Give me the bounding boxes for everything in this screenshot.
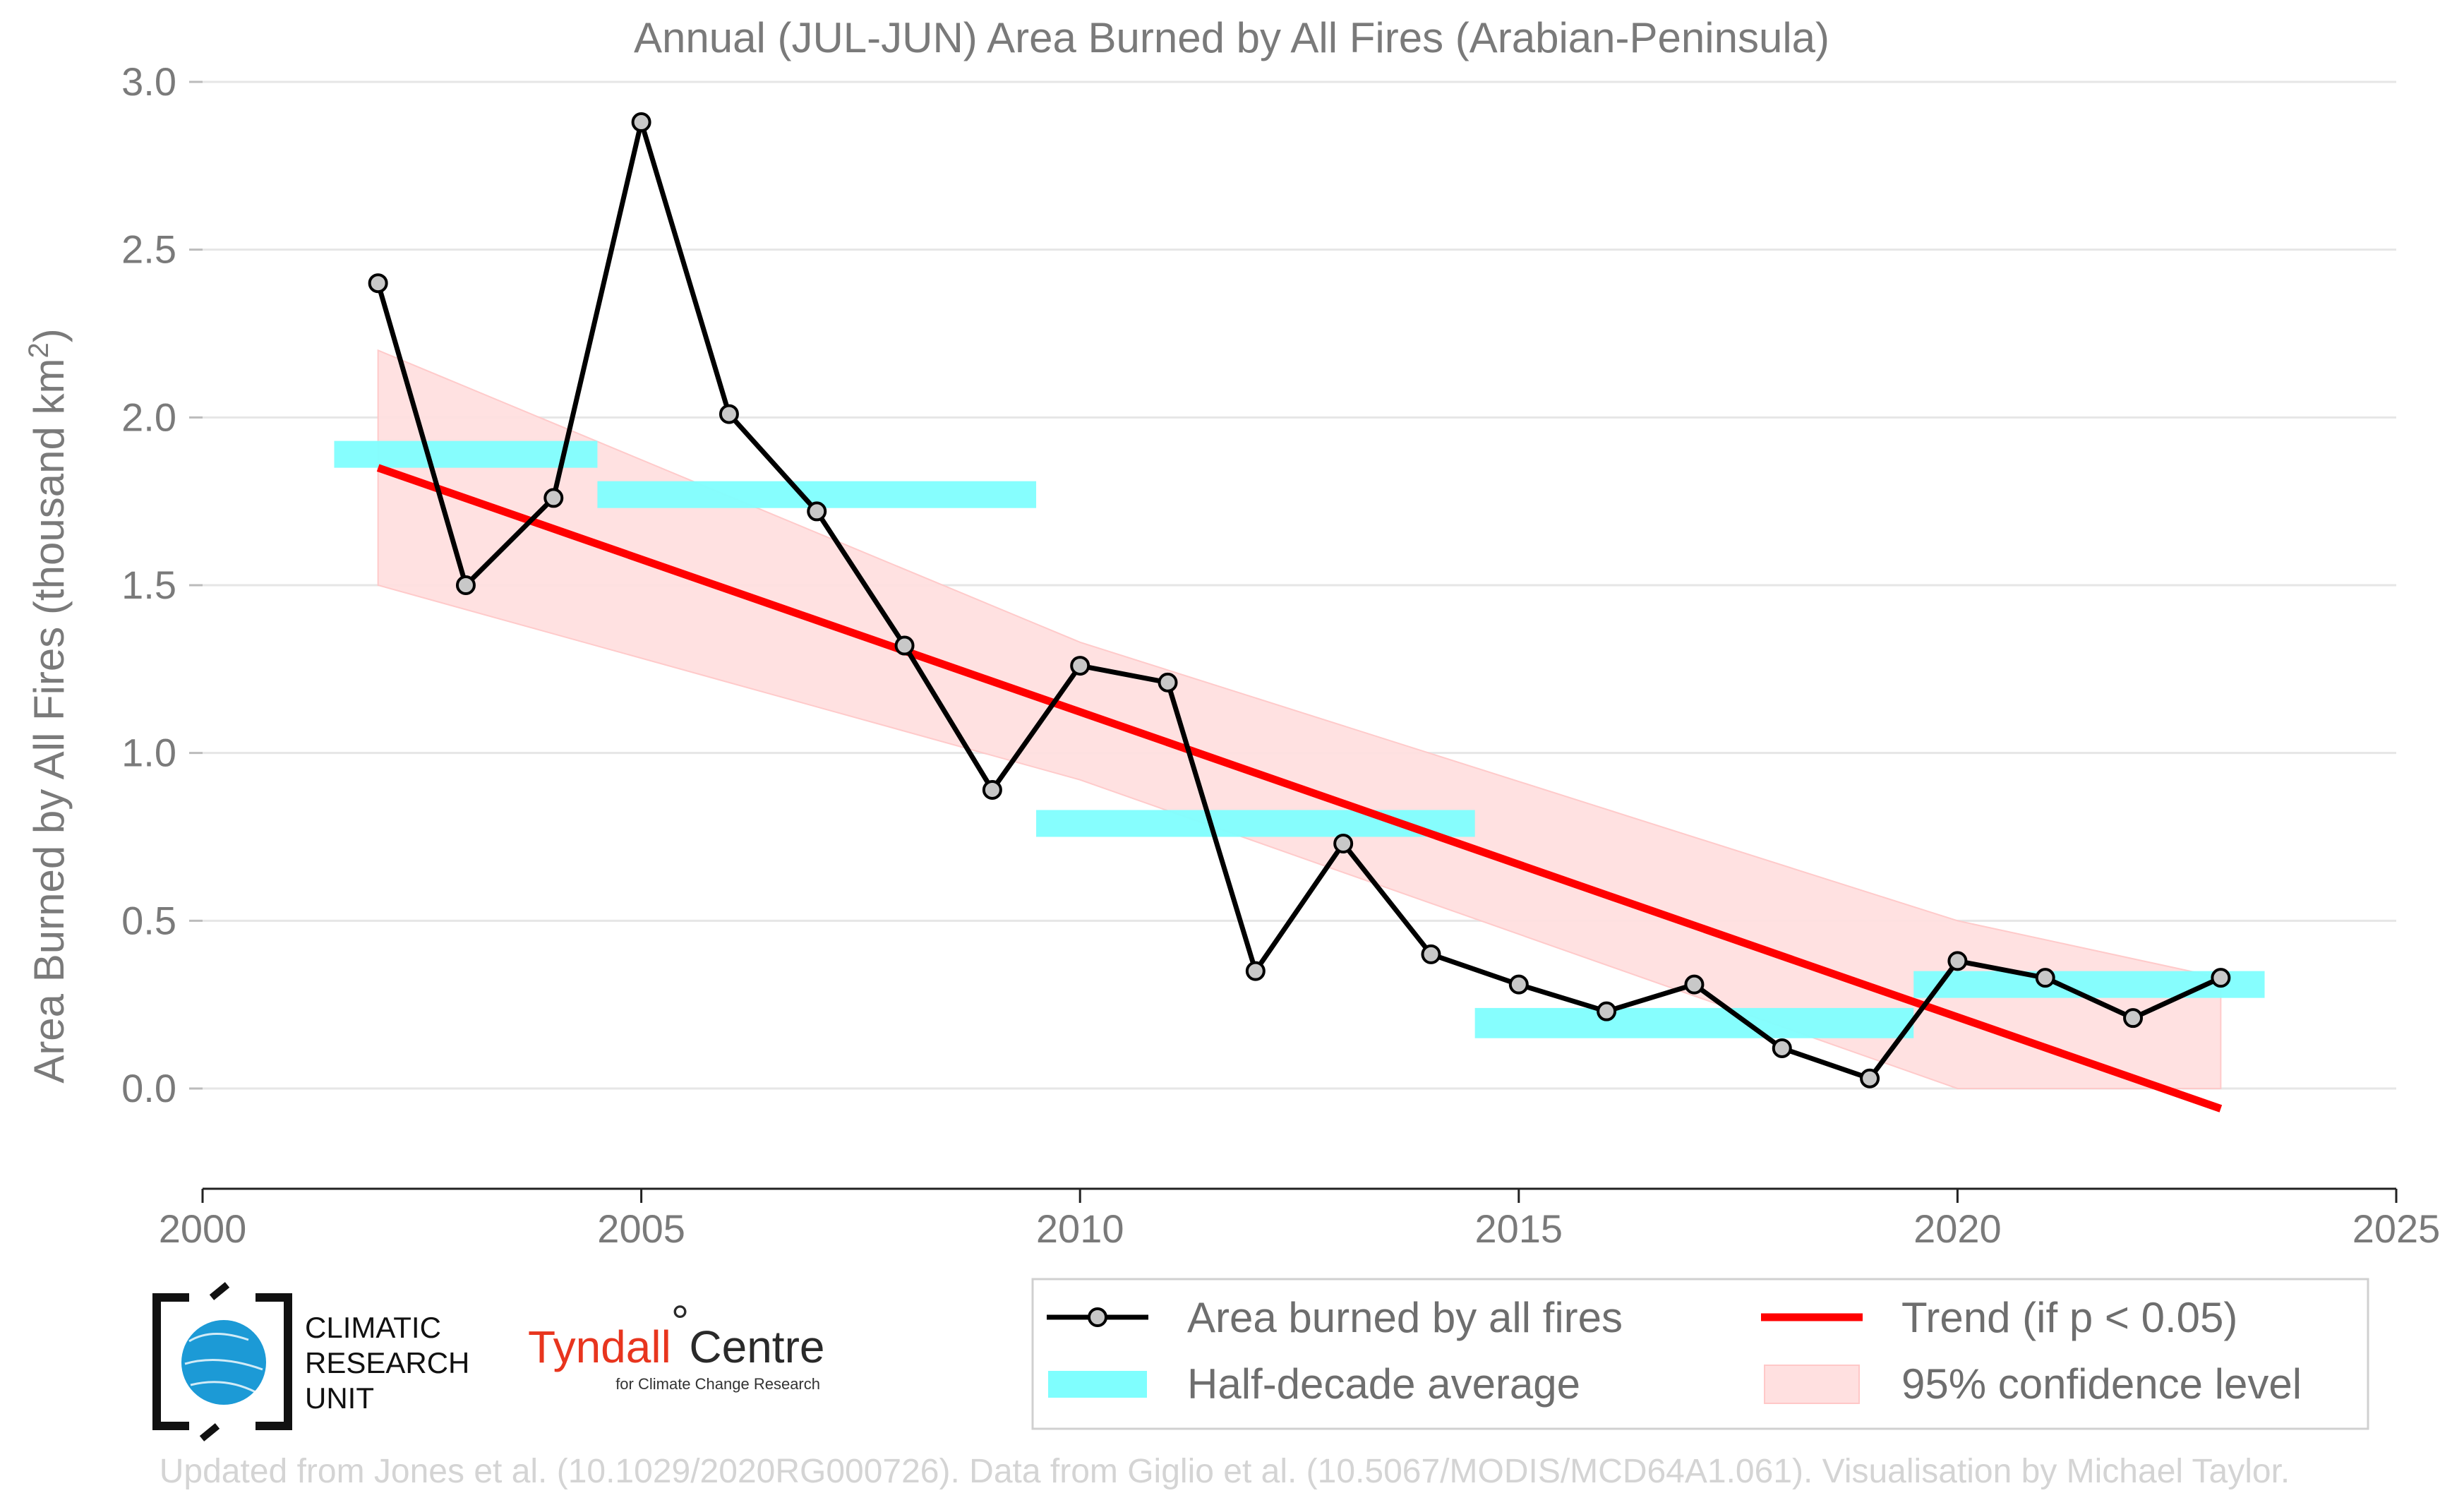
data-point-2022 [2123, 1008, 2144, 1029]
x-axis: 2000 2005 2010 2015 2020 2025 [159, 1187, 2441, 1251]
legend-frame [1031, 1278, 2369, 1430]
y-axis-label-close: ) [25, 328, 73, 342]
y-axis-ticks: 0.0 0.5 1.0 1.5 2.0 2.5 3.0 [121, 59, 203, 1110]
y-tick-label-3: 1.5 [121, 563, 176, 607]
x-tick-label-4: 2020 [1913, 1206, 2002, 1251]
y-tick-label-4: 2.0 [121, 395, 176, 439]
confidence-band-area [377, 349, 2222, 1089]
tyndall-logo-degree: ° [671, 1296, 690, 1347]
cru-logo-bracket-right [256, 1293, 292, 1430]
credit-line: Updated from Jones et al. (10.1029/2020R… [160, 1453, 2290, 1490]
data-point-2019 [1860, 1068, 1880, 1089]
globe-icon-lines [184, 1333, 263, 1393]
data-point-2015 [1508, 974, 1529, 995]
data-point-2009 [982, 779, 1002, 800]
series-line-0 [375, 119, 2222, 1081]
y-tick-label-1: 0.5 [121, 898, 176, 942]
legend: Area burned by all fires Trend (if p < 0… [1031, 1278, 2369, 1430]
half-decade-bar-3 [1474, 1007, 1914, 1038]
data-point-2002 [368, 273, 388, 294]
legend-label-trend: Trend (if p < 0.05) [1901, 1294, 2237, 1341]
legend-swatch-halfdecade [1048, 1371, 1147, 1398]
tyndall-logo-main: Tyndall°Centre [528, 1296, 824, 1372]
cru-logo: CLIMATIC RESEARCH UNIT [152, 1282, 469, 1441]
series-layer [368, 112, 2231, 1089]
x-tick-label-2: 2010 [1036, 1206, 1124, 1251]
x-tick-label-0: 2000 [159, 1206, 247, 1251]
data-point-2018 [1772, 1038, 1792, 1058]
legend-label-series: Area burned by all fires [1187, 1294, 1623, 1341]
data-point-2005 [631, 112, 651, 133]
trend-line [376, 464, 2223, 1113]
y-axis-label-sup: 2 [23, 342, 54, 358]
data-point-2012 [1245, 961, 1266, 981]
data-point-2010 [1070, 656, 1090, 676]
y-tick-label-5: 2.5 [121, 227, 176, 272]
cru-logo-bracket-left [152, 1293, 189, 1430]
cru-logo-slash-bottom [199, 1423, 220, 1441]
trend-layer [376, 464, 2223, 1113]
data-point-2011 [1158, 672, 1178, 692]
data-point-2023 [2211, 968, 2231, 988]
data-point-2017 [1684, 974, 1705, 995]
y-tick-label-2: 1.0 [121, 731, 176, 775]
legend-swatch-confidence [1764, 1365, 1860, 1404]
data-point-2008 [894, 635, 915, 656]
data-point-2003 [455, 575, 476, 595]
data-point-2014 [1421, 944, 1441, 964]
tyndall-logo-centre: Centre [689, 1321, 824, 1372]
y-axis-label-main: Area Burned by All Fires (thousand km [25, 359, 73, 1084]
x-tick-label-5: 2025 [2352, 1206, 2441, 1251]
cru-logo-line1: CLIMATIC [305, 1311, 441, 1344]
y-tick-label-0: 0.0 [121, 1066, 176, 1110]
data-point-2021 [2035, 968, 2055, 988]
tyndall-logo-word: Tyndall [528, 1321, 671, 1372]
tyndall-logo-sub: for Climate Change Research [615, 1375, 820, 1393]
data-point-2020 [1947, 951, 1968, 971]
data-point-2016 [1597, 1001, 1617, 1021]
y-tick-label-6: 3.0 [121, 59, 176, 104]
legend-label-confidence: 95% confidence level [1901, 1360, 2302, 1408]
data-point-2004 [543, 488, 564, 508]
legend-swatch-marker [1088, 1307, 1107, 1327]
cru-logo-slash-top [209, 1282, 230, 1300]
x-tick-label-1: 2005 [597, 1206, 685, 1251]
data-point-2007 [807, 501, 827, 522]
confidence-band [377, 349, 2222, 1089]
x-tick-label-3: 2015 [1475, 1206, 1563, 1251]
y-axis-label: Area Burned by All Fires (thousand km2) [23, 328, 73, 1083]
tyndall-logo: Tyndall°Centre for Climate Change Resear… [528, 1296, 824, 1393]
cru-logo-line2: RESEARCH [305, 1346, 469, 1379]
cru-logo-line3: UNIT [305, 1381, 374, 1415]
data-point-2013 [1333, 834, 1354, 854]
chart-title: Annual (JUL-JUN) Area Burned by All Fire… [634, 14, 1829, 61]
half-decade-bar-0 [334, 440, 598, 468]
legend-label-halfdecade: Half-decade average [1187, 1360, 1580, 1408]
data-point-2006 [719, 404, 739, 424]
